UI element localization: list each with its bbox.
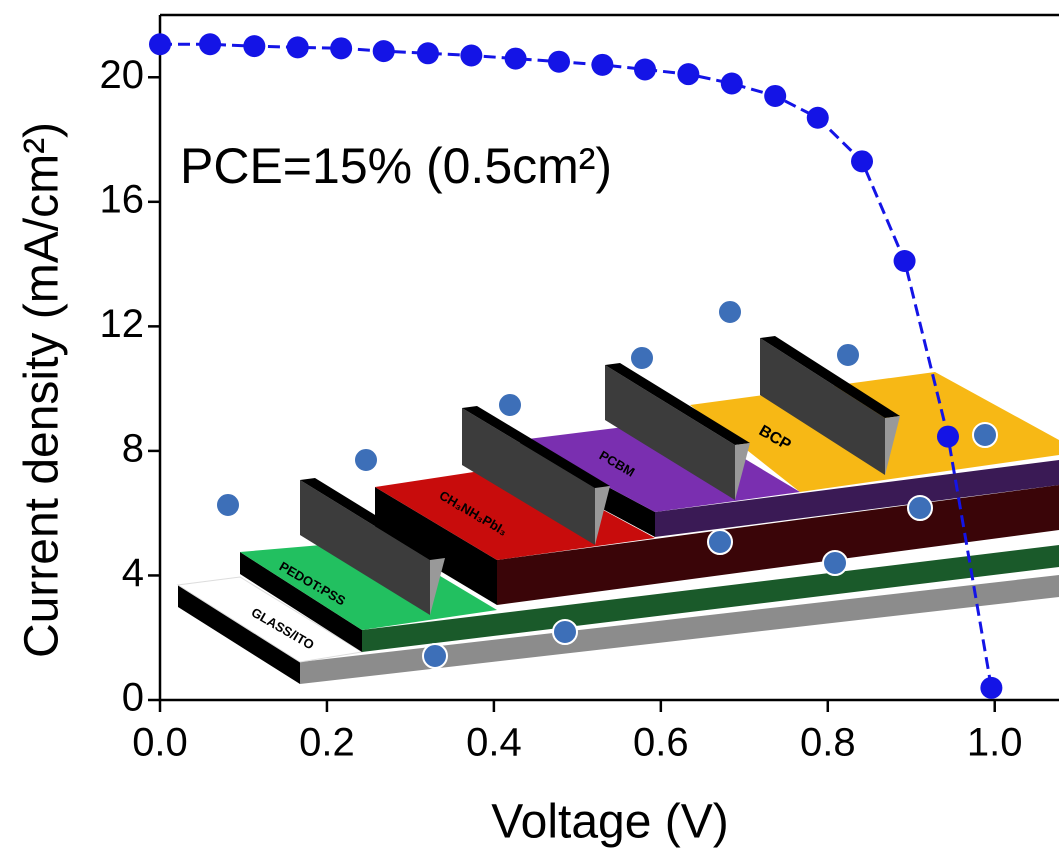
data-point	[505, 48, 527, 70]
data-point	[460, 44, 482, 66]
x-tick-label: 0.2	[299, 721, 355, 765]
x-tick-label: 1.0	[967, 721, 1023, 765]
y-tick-label: 4	[122, 551, 144, 595]
data-point	[330, 37, 352, 59]
annotation: PCE=15% (0.5cm²)	[180, 138, 612, 194]
data-point	[677, 63, 699, 85]
inset-diagram: GLASS/ITO PEDOT:PSS CH₃NH₃PbI₃ PCBM BCP	[178, 300, 1059, 684]
data-point	[937, 426, 959, 448]
data-point	[548, 51, 570, 73]
x-tick-label: 0.0	[132, 721, 188, 765]
data-point	[417, 42, 439, 64]
x-tick-label: 0.4	[466, 721, 522, 765]
data-point	[980, 677, 1002, 699]
data-point	[149, 33, 171, 55]
y-tick-label: 16	[100, 177, 145, 221]
data-point	[764, 85, 786, 107]
data-point	[807, 107, 829, 129]
y-tick-label: 0	[122, 676, 144, 720]
x-tick-label: 0.6	[633, 721, 689, 765]
data-point	[243, 35, 265, 57]
data-point	[851, 150, 873, 172]
x-axis-title: Voltage (V)	[491, 796, 728, 849]
chart: GLASS/ITO PEDOT:PSS CH₃NH₃PbI₃ PCBM BCP …	[0, 0, 1059, 856]
data-point	[591, 54, 613, 76]
data-point	[634, 58, 656, 80]
data-point	[721, 73, 743, 95]
data-point	[373, 40, 395, 62]
x-tick-label: 0.8	[800, 721, 856, 765]
data-point	[199, 33, 221, 55]
data-point	[287, 36, 309, 58]
y-tick-label: 8	[122, 426, 144, 470]
y-tick-label: 12	[100, 302, 145, 346]
data-point	[894, 250, 916, 272]
y-tick-label: 20	[100, 53, 145, 97]
y-axis-title: Current density (mA/cm²)	[16, 122, 69, 658]
